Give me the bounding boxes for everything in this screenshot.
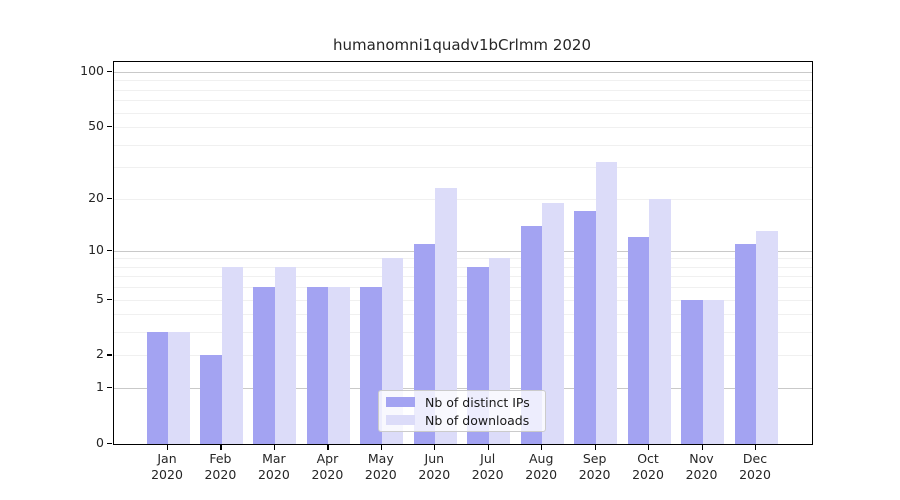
x-tick-label-jul: Jul 2020 xyxy=(471,451,504,482)
legend-swatch-downloads xyxy=(386,415,415,425)
legend-item-downloads: Nb of downloads xyxy=(379,413,545,428)
x-tick-mark xyxy=(594,444,596,450)
gridline-50 xyxy=(114,127,812,129)
bar-distinct-ips-apr xyxy=(306,287,329,444)
bar-distinct-ips-aug xyxy=(520,225,543,444)
gridline-9 xyxy=(114,258,812,260)
bar-downloads-feb xyxy=(221,266,243,444)
legend: Nb of distinct IPs Nb of downloads xyxy=(378,390,546,432)
x-tick-mark xyxy=(755,444,757,450)
grid-layer xyxy=(114,62,812,444)
x-tick-mark xyxy=(434,444,436,450)
bar-downloads-dec xyxy=(756,231,778,444)
gridline-8 xyxy=(114,266,812,268)
x-tick-mark xyxy=(380,444,382,450)
x-tick-label-may: May 2020 xyxy=(364,451,397,482)
bar-downloads-jan xyxy=(168,332,190,444)
legend-label-distinct-ips: Nb of distinct IPs xyxy=(425,394,530,410)
y-tick-label-50: 50 xyxy=(88,118,104,134)
y-tick-mark xyxy=(107,354,112,356)
gridline-6 xyxy=(114,287,812,289)
y-tick-mark xyxy=(107,387,112,389)
x-tick-label-feb: Feb 2020 xyxy=(204,451,237,482)
y-tick-mark xyxy=(107,298,112,300)
x-tick-label-aug: Aug 2020 xyxy=(525,451,558,482)
gridline-60 xyxy=(114,112,812,114)
x-tick-mark xyxy=(220,444,222,450)
x-tick-label-dec: Dec 2020 xyxy=(739,451,771,482)
y-tick-mark xyxy=(107,443,112,445)
gridline-20 xyxy=(114,198,812,200)
bar-distinct-ips-sep xyxy=(574,211,596,444)
gridline-40 xyxy=(114,144,812,146)
y-tick-mark xyxy=(107,126,112,128)
y-tick-mark xyxy=(107,249,112,251)
x-tick-label-apr: Apr 2020 xyxy=(311,451,344,482)
bar-downloads-mar xyxy=(274,266,297,444)
gridline-100 xyxy=(114,72,812,73)
y-tick-mark xyxy=(107,197,112,199)
gridline-70 xyxy=(114,100,812,102)
bar-distinct-ips-may xyxy=(360,287,382,444)
x-tick-label-nov: Nov 2020 xyxy=(685,451,718,482)
x-tick-label-oct: Oct 2020 xyxy=(632,451,664,482)
bar-distinct-ips-nov xyxy=(681,299,703,444)
bar-distinct-ips-dec xyxy=(734,243,756,444)
y-tick-mark xyxy=(107,71,112,73)
bar-downloads-apr xyxy=(328,287,350,444)
x-tick-mark xyxy=(487,444,489,450)
legend-label-downloads: Nb of downloads xyxy=(425,412,530,428)
chart-title: humanomni1quadv1bCrlmm 2020 xyxy=(333,36,591,54)
legend-item-distinct-ips: Nb of distinct IPs xyxy=(379,395,545,410)
x-tick-mark xyxy=(273,444,276,450)
bar-distinct-ips-feb xyxy=(200,355,222,444)
bar-downloads-oct xyxy=(649,198,671,444)
bar-downloads-jun xyxy=(435,187,457,444)
y-tick-label-2: 2 xyxy=(96,346,104,362)
gridline-5 xyxy=(114,299,812,301)
x-tick-mark xyxy=(167,444,169,450)
gridline-1 xyxy=(114,388,812,390)
bar-downloads-nov xyxy=(702,299,724,444)
bar-distinct-ips-mar xyxy=(253,287,275,444)
gridline-4 xyxy=(114,314,812,316)
x-tick-mark xyxy=(648,444,650,450)
x-tick-mark xyxy=(701,444,703,450)
gridline-10 xyxy=(114,250,812,252)
bar-distinct-ips-jan xyxy=(146,332,168,444)
y-tick-label-1: 1 xyxy=(96,379,104,395)
x-tick-label-jun: Jun 2020 xyxy=(418,451,451,482)
gridline-80 xyxy=(114,89,812,91)
gridline-7 xyxy=(114,276,812,278)
y-tick-label-0: 0 xyxy=(96,435,104,450)
legend-swatch-distinct-ips xyxy=(386,397,415,407)
x-tick-label-sep: Sep 2020 xyxy=(578,451,611,482)
x-tick-mark xyxy=(541,444,543,450)
bar-downloads-sep xyxy=(595,162,618,444)
gridline-90 xyxy=(114,80,812,82)
y-tick-label-10: 10 xyxy=(88,241,104,257)
plot-area xyxy=(113,61,813,445)
bar-distinct-ips-oct xyxy=(627,237,649,444)
x-tick-label-jan: Jan 2020 xyxy=(151,451,183,482)
x-tick-label-mar: Mar 2020 xyxy=(257,451,290,482)
gridline-2 xyxy=(114,355,812,357)
y-tick-label-20: 20 xyxy=(88,189,104,205)
gridline-30 xyxy=(114,167,812,169)
x-tick-mark xyxy=(327,444,329,450)
y-tick-label-5: 5 xyxy=(96,290,104,306)
gridline-3 xyxy=(114,332,812,334)
bar-downloads-aug xyxy=(542,202,564,444)
bar-layer xyxy=(114,62,812,444)
y-tick-label-100: 100 xyxy=(80,63,104,78)
